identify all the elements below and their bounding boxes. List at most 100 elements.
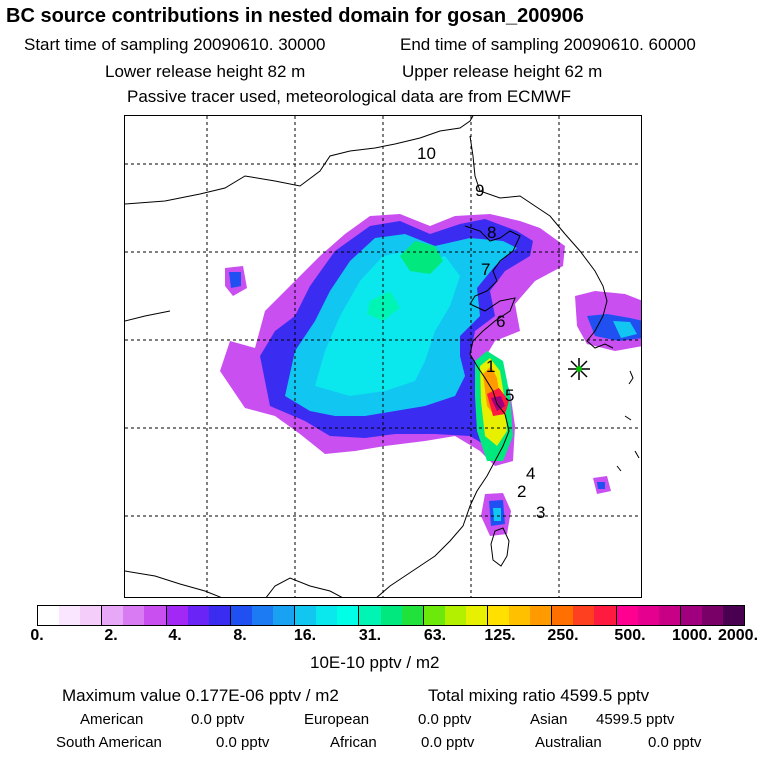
korea-patch-cyan [613,321,637,338]
american-value: 0.0 pptv [191,711,245,728]
plume-field [220,214,641,536]
colorbar-tick: 250. [547,627,579,644]
plume-green [400,241,443,274]
european-label: European [304,711,370,728]
region-label-10: 10 [417,144,436,163]
colorbar-cell [509,606,531,625]
colorbar-tick: 4. [168,627,182,644]
region-label-5: 5 [505,386,514,405]
colorbar-tick: 8. [233,627,247,644]
colorbar-cell [637,606,659,625]
east-coast [376,353,510,597]
colorbar-tick: 500. [614,627,646,644]
region-label-3: 3 [536,503,545,522]
bohai-coast [464,225,521,355]
colorbar-cell [551,606,574,625]
japan-patch-blue [597,482,605,489]
colorbar-cell [615,606,638,625]
region-label-6: 6 [496,312,505,331]
australian-label: Australian [535,734,602,751]
colorbar-tick: 0. [30,627,44,644]
colorbar-cell [358,606,381,625]
australian-value: 0.0 pptv [648,734,702,751]
plume-lightcyan [315,251,460,396]
colorbar-tick: 125. [484,627,516,644]
colorbar [37,605,745,626]
american-label: American [80,711,144,728]
colorbar-cell [101,606,124,625]
plume-green2 [367,291,400,321]
max-value: Maximum value 0.177E-06 pptv / m2 [62,686,339,705]
colorbar-cell [165,606,188,625]
map-canvas: 10 9 8 7 6 1 5 4 2 3 [125,116,641,597]
south-american-label: South American [56,734,162,751]
korea-coast [564,233,614,349]
grid-lines [125,116,641,597]
colorbar-cell [530,606,552,625]
taiwan-patch-cyan [493,508,501,521]
colorbar-tick: 63. [423,627,447,644]
total-mixing-ratio: Total mixing ratio 4599.5 pptv [428,686,650,705]
tracer-note: Passive tracer used, meteorological data… [127,87,572,106]
colorbar-cell [123,606,145,625]
colorbar-cell [486,606,510,625]
colorbar-cell [59,606,81,625]
hotspot-core [491,396,505,411]
inner-border-3 [265,577,343,597]
colorbar-cell [723,606,745,625]
colorbar-tick: 16. [293,627,317,644]
gosan-site-marker [568,358,590,380]
colorbar-cell [294,606,317,625]
end-time: End time of sampling 20090610. 60000 [400,35,696,54]
upper-release-height: Upper release height 62 m [402,62,603,81]
colorbar-tick: 1000. [671,627,713,644]
north-border [125,116,474,205]
region-label-4: 4 [526,464,535,483]
region-label-1: 1 [486,357,495,376]
region-label-7: 7 [481,260,490,279]
region-label-8: 8 [487,223,496,242]
colorbar-units: 10E-10 pptv / m2 [310,653,440,672]
colorbar-cell [229,606,252,625]
colorbar-cell [80,606,102,625]
colorbar-cell [594,606,616,625]
african-label: African [330,734,377,751]
colorbar-cell [144,606,166,625]
colorbar-cell [679,606,702,625]
colorbar-cell [337,606,359,625]
colorbar-tick: 2000. [717,627,759,644]
colorbar-cell [251,606,274,625]
colorbar-cell [316,606,338,625]
colorbar-cell [38,606,60,625]
taiwan-coast [490,527,510,567]
northeast-border [469,135,566,235]
source-contribution-map: 10 9 8 7 6 1 5 4 2 3 [124,115,642,598]
colorbar-cell [658,606,680,625]
lower-release-height: Lower release height 82 m [105,62,306,81]
asian-value: 4599.5 pptv [596,711,675,728]
inner-border-1 [125,310,171,322]
page-title: BC source contributions in nested domain… [6,5,584,27]
colorbar-cell [422,606,445,625]
start-time: Start time of sampling 20090610. 30000 [24,35,326,54]
inner-border-2 [125,570,222,597]
colorbar-cell [465,606,487,625]
colorbar-cell [273,606,295,625]
region-label-9: 9 [475,181,484,200]
colorbar-cell [444,606,466,625]
colorbar-cell [573,606,595,625]
colorbar-cell [187,606,209,625]
colorbar-cell [208,606,230,625]
region-label-2: 2 [517,482,526,501]
colorbar-cell [701,606,723,625]
south-american-value: 0.0 pptv [216,734,270,751]
colorbar-cell [380,606,402,625]
colorbar-tick: 31. [358,627,382,644]
colorbar-tick: 2. [104,627,118,644]
coastlines [125,116,640,597]
west-patch-core [229,272,241,288]
asian-label: Asian [530,711,568,728]
european-value: 0.0 pptv [418,711,472,728]
japan-islands [616,370,640,472]
african-value: 0.0 pptv [421,734,475,751]
